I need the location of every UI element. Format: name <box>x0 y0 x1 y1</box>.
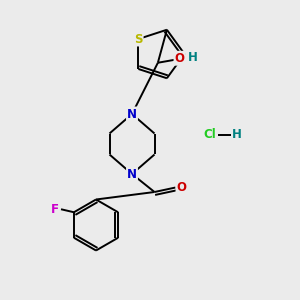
Text: H: H <box>232 128 242 142</box>
Text: N: N <box>127 167 137 181</box>
Text: H: H <box>188 51 198 64</box>
Text: O: O <box>176 181 187 194</box>
Text: O: O <box>175 52 184 65</box>
Text: N: N <box>127 107 137 121</box>
Text: F: F <box>50 203 59 216</box>
Text: Cl: Cl <box>204 128 216 142</box>
Text: S: S <box>134 32 142 46</box>
